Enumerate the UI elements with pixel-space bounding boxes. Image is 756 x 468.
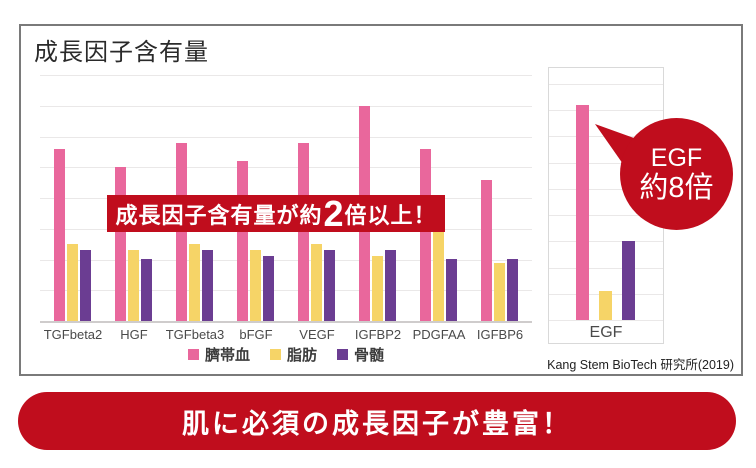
x-label-PDGFAA: PDGFAA: [412, 327, 466, 342]
legend-label-fat: 脂肪: [286, 347, 317, 364]
bottom-banner-text: 肌に必須の成長因子が豊富！: [182, 408, 572, 439]
banner-text-prefix: 成長因子含有量が約: [115, 202, 323, 228]
gridline: [40, 137, 532, 138]
chart-card: 成長因子含有量 TGFbeta2 HGF TGFbeta3 bFGF VEGF IGFBP…: [19, 24, 743, 376]
bar-骨髄-VEGF: [324, 250, 335, 321]
bar-骨髄-PDGFAA: [446, 259, 457, 321]
cord-blood-swatch-icon: [187, 349, 199, 360]
source-attribution: Kang Stem BioTech 研究所(2019): [547, 358, 734, 372]
bar-脂肪-IGFBP6: [494, 263, 505, 321]
x-label-bFGF: bFGF: [239, 327, 273, 342]
gridline: [549, 241, 663, 242]
bar-脂肪-EGF: [599, 291, 612, 320]
bar-臍帯血-IGFBP6: [481, 180, 492, 321]
bar-骨髄-IGFBP2: [385, 250, 396, 321]
bar-臍帯血-bFGF: [237, 161, 248, 321]
legend-item-cord-blood: 臍帯血: [187, 344, 250, 365]
bar-骨髄-IGFBP6: [507, 259, 518, 321]
bar-骨髄-EGF: [622, 241, 635, 320]
bar-group-bFGF: [237, 161, 274, 321]
bar-脂肪-TGFbeta3: [189, 244, 200, 321]
gridline: [549, 163, 663, 164]
egf-speech-bubble: EGF 約8倍: [620, 118, 733, 230]
x-label-HGF: HGF: [120, 327, 148, 342]
legend-item-fat: 脂肪: [269, 344, 317, 365]
fat-swatch-icon: [269, 349, 281, 360]
gridline: [40, 106, 532, 107]
bar-脂肪-IGFBP2: [372, 256, 383, 321]
bar-group-PDGFAA: [420, 149, 457, 321]
legend-label-cord-blood: 臍帯血: [204, 347, 250, 364]
egf-x-label: EGF: [589, 324, 623, 341]
x-label-TGFbeta2: TGFbeta2: [43, 327, 103, 342]
legend: 臍帯血 脂肪 骨髄: [40, 344, 532, 365]
bottom-banner: 肌に必須の成長因子が豊富！: [18, 392, 736, 450]
gridline: [549, 110, 663, 111]
gridline: [549, 84, 663, 85]
banner-text-big-number: 2: [323, 192, 344, 234]
chart-title: 成長因子含有量: [34, 40, 209, 66]
gridline: [549, 189, 663, 190]
bar-骨髄-HGF: [141, 259, 152, 321]
bar-group-TGFbeta2: [54, 149, 91, 321]
bar-脂肪-PDGFAA: [433, 232, 444, 321]
gridline: [40, 167, 532, 168]
legend-item-bone-marrow: 骨髄: [337, 344, 384, 365]
bar-臍帯血-VEGF: [298, 143, 309, 321]
x-label-IGFBP2: IGFBP2: [354, 327, 402, 342]
bar-脂肪-TGFbeta2: [67, 244, 78, 321]
bar-group-VEGF: [298, 143, 335, 321]
bar-group-IGFBP6: [481, 180, 518, 321]
bar-脂肪-VEGF: [311, 244, 322, 321]
egf-chart-plot: [549, 84, 663, 321]
bar-group-HGF: [115, 167, 152, 321]
gridline: [549, 320, 663, 321]
bar-臍帯血-PDGFAA: [420, 149, 431, 321]
bone-marrow-swatch-icon: [337, 349, 348, 360]
bar-脂肪-HGF: [128, 250, 139, 321]
gridline: [40, 260, 532, 261]
bar-骨髄-bFGF: [263, 256, 274, 321]
bar-臍帯血-TGFbeta3: [176, 143, 187, 321]
gridline: [549, 268, 663, 269]
x-label-TGFbeta3: TGFbeta3: [165, 327, 225, 342]
bar-骨髄-TGFbeta3: [202, 250, 213, 321]
bar-脂肪-bFGF: [250, 250, 261, 321]
gridline: [549, 215, 663, 216]
bubble-line2: 約8倍: [639, 171, 714, 204]
gridline: [40, 290, 532, 291]
bar-骨髄-TGFbeta2: [80, 250, 91, 321]
banner-text-suffix: 倍以上！: [344, 202, 437, 228]
bar-臍帯血-TGFbeta2: [54, 149, 65, 321]
highlight-banner: 成長因子含有量が約 2 倍以上！: [107, 195, 445, 232]
legend-label-bone-marrow: 骨髄: [354, 347, 385, 364]
bubble-line1: EGF: [650, 143, 703, 172]
bar-臍帯血-EGF: [576, 105, 589, 320]
x-label-IGFBP6: IGFBP6: [476, 327, 524, 342]
bar-group-EGF: [576, 105, 635, 320]
x-axis-line: [40, 321, 532, 323]
gridline: [40, 75, 532, 76]
bar-group-TGFbeta3: [176, 143, 213, 321]
x-label-VEGF: VEGF: [299, 327, 335, 342]
bar-臍帯血-HGF: [115, 167, 126, 321]
